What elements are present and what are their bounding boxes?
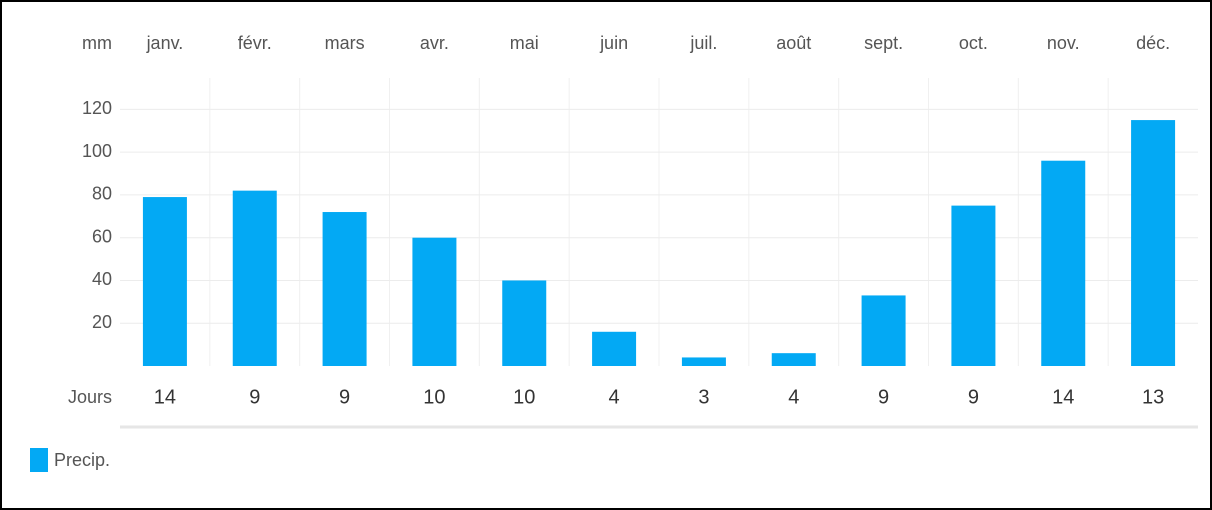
bar: [1041, 160, 1086, 366]
bar: [322, 212, 367, 366]
bar: [681, 357, 726, 366]
days-value: 4: [609, 386, 620, 408]
days-label: Jours: [68, 387, 112, 407]
x-tick-label: août: [776, 33, 811, 53]
bar: [951, 205, 996, 366]
x-tick-label: juil.: [689, 33, 717, 53]
y-unit: mm: [82, 33, 112, 53]
bar: [412, 237, 457, 366]
days-value: 14: [154, 386, 176, 408]
x-tick-label: avr.: [420, 33, 449, 53]
days-value: 14: [1052, 386, 1074, 408]
x-tick-label: févr.: [238, 33, 272, 53]
x-tick-label: janv.: [146, 33, 184, 53]
days-value: 9: [968, 386, 979, 408]
days-value: 10: [423, 386, 445, 408]
bar: [592, 331, 637, 366]
x-tick-label: oct.: [959, 33, 988, 53]
days-value: 13: [1142, 386, 1164, 408]
days-value: 3: [698, 386, 709, 408]
bar: [502, 280, 547, 366]
bar: [771, 353, 816, 366]
bar: [861, 295, 906, 366]
y-tick-label: 100: [82, 141, 112, 161]
y-tick-label: 80: [92, 184, 112, 204]
y-tick-label: 60: [92, 226, 112, 246]
bar: [1131, 120, 1176, 366]
days-value: 9: [249, 386, 260, 408]
x-tick-label: nov.: [1047, 33, 1080, 53]
legend-label: Precip.: [54, 450, 110, 470]
x-tick-label: mars: [325, 33, 365, 53]
bar: [142, 197, 187, 366]
days-value: 4: [788, 386, 799, 408]
x-tick-label: sept.: [864, 33, 903, 53]
legend-swatch: [30, 448, 48, 472]
days-value: 10: [513, 386, 535, 408]
x-tick-label: juin: [599, 33, 628, 53]
x-tick-label: mai: [510, 33, 539, 53]
bar: [232, 190, 277, 366]
days-value: 9: [339, 386, 350, 408]
y-tick-label: 120: [82, 98, 112, 118]
days-value: 9: [878, 386, 889, 408]
y-tick-label: 40: [92, 269, 112, 289]
x-tick-label: déc.: [1136, 33, 1170, 53]
y-tick-label: 20: [92, 312, 112, 332]
